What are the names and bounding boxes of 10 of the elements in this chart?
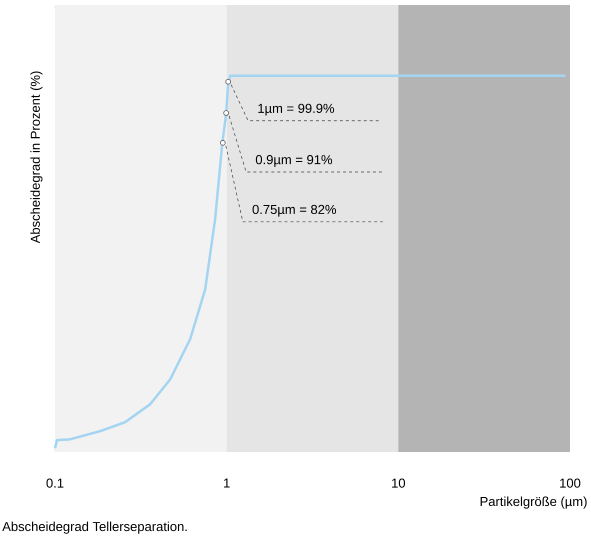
annotation: 0.75µm = 82%: [252, 204, 336, 217]
x-tick-label: 10: [392, 478, 406, 488]
x-tick-label: 0.1: [46, 478, 64, 488]
x-axis-title: Partikelgröße (µm): [480, 496, 587, 509]
annotation: 1µm = 99.9%: [258, 104, 334, 116]
annotation: 0.9µm = 91%: [256, 155, 332, 167]
x-tick-label: 1: [224, 478, 230, 488]
y-axis-title: Abscheidegrad in Prozent (%): [30, 71, 42, 244]
text: Abscheidegrad Tellerseparation.: [2, 522, 187, 534]
x-tick-label: 100: [560, 478, 580, 488]
